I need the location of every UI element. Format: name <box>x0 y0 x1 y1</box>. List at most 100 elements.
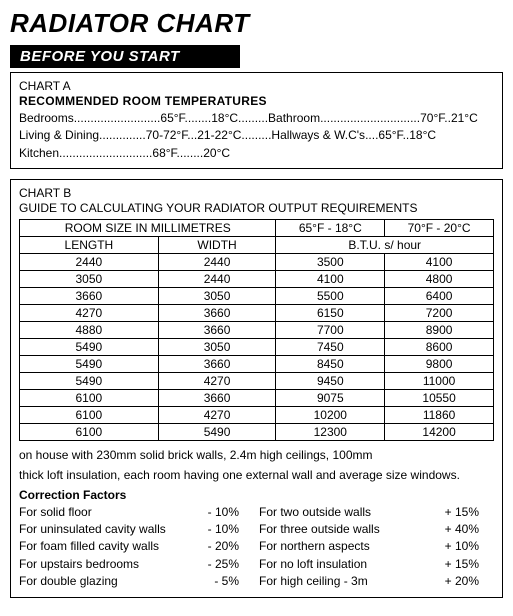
table-cell: 6150 <box>276 305 385 322</box>
table-cell: 5500 <box>276 288 385 305</box>
table-cell: 5490 <box>20 356 159 373</box>
table-cell: 12300 <box>276 424 385 441</box>
cf-spacer <box>239 538 259 555</box>
cf-value: - 5% <box>189 573 239 590</box>
cf-value: - 10% <box>189 504 239 521</box>
cf-label: For uninsulated cavity walls <box>19 521 189 538</box>
chart-a-box: CHART A RECOMMENDED ROOM TEMPERATURES Be… <box>10 72 503 169</box>
table-row: 3050244041004800 <box>20 271 494 288</box>
cf-label: For upstairs bedrooms <box>19 556 189 573</box>
note-line-2: thick loft insulation, each room having … <box>19 467 494 483</box>
table-cell: 4100 <box>385 254 494 271</box>
table-row: 4880366077008900 <box>20 322 494 339</box>
table-cell: 3660 <box>158 322 276 339</box>
th-temp1: 65°F - 18°C <box>276 220 385 237</box>
cf-label: For two outside walls <box>259 504 429 521</box>
table-cell: 5490 <box>20 339 159 356</box>
th-width: WIDTH <box>158 237 276 254</box>
cf-label: For no loft insulation <box>259 556 429 573</box>
cf-label: For solid floor <box>19 504 189 521</box>
cf-spacer <box>239 521 259 538</box>
table-cell: 4270 <box>158 373 276 390</box>
table-row: 5490366084509800 <box>20 356 494 373</box>
table-cell: 3500 <box>276 254 385 271</box>
table-cell: 9075 <box>276 390 385 407</box>
table-cell: 7700 <box>276 322 385 339</box>
table-row: 5490305074508600 <box>20 339 494 356</box>
table-row: 3660305055006400 <box>20 288 494 305</box>
table-cell: 2440 <box>158 254 276 271</box>
cf-value: - 20% <box>189 538 239 555</box>
cf-spacer <box>239 504 259 521</box>
cf-value: + 20% <box>429 573 479 590</box>
th-room-size: ROOM SIZE IN MILLIMETRES <box>20 220 276 237</box>
table-cell: 9800 <box>385 356 494 373</box>
temp-line: Living & Dining..............70-72°F...2… <box>19 127 494 144</box>
cf-spacer <box>239 556 259 573</box>
table-cell: 2440 <box>158 271 276 288</box>
temp-line: Kitchen............................68°F.… <box>19 145 494 162</box>
cf-value: + 10% <box>429 538 479 555</box>
table-cell: 3050 <box>158 339 276 356</box>
table-cell: 2440 <box>20 254 159 271</box>
table-cell: 3050 <box>158 288 276 305</box>
th-btu: B.T.U. s/ hour <box>276 237 494 254</box>
table-cell: 6400 <box>385 288 494 305</box>
table-cell: 3660 <box>158 356 276 373</box>
correction-factors-title: Correction Factors <box>19 488 494 502</box>
th-length: LENGTH <box>20 237 159 254</box>
chart-b-box: CHART B GUIDE TO CALCULATING YOUR RADIAT… <box>10 179 503 597</box>
table-cell: 5490 <box>158 424 276 441</box>
table-cell: 11860 <box>385 407 494 424</box>
table-cell: 8600 <box>385 339 494 356</box>
table-cell: 7450 <box>276 339 385 356</box>
table-cell: 4270 <box>158 407 276 424</box>
table-cell: 3660 <box>158 305 276 322</box>
table-cell: 4270 <box>20 305 159 322</box>
table-cell: 5490 <box>20 373 159 390</box>
table-cell: 8900 <box>385 322 494 339</box>
chart-b-subtitle: GUIDE TO CALCULATING YOUR RADIATOR OUTPU… <box>19 201 494 215</box>
table-cell: 8450 <box>276 356 385 373</box>
table-cell: 4100 <box>276 271 385 288</box>
table-cell: 7200 <box>385 305 494 322</box>
table-cell: 10550 <box>385 390 494 407</box>
table-cell: 6100 <box>20 390 159 407</box>
correction-factors-grid: For solid floor- 10% For two outside wall… <box>19 504 494 591</box>
table-cell: 6100 <box>20 424 159 441</box>
table-row: 610054901230014200 <box>20 424 494 441</box>
chart-a-subtitle: RECOMMENDED ROOM TEMPERATURES <box>19 94 494 108</box>
table-cell: 11000 <box>385 373 494 390</box>
cf-label: For double glazing <box>19 573 189 590</box>
cf-label: For northern aspects <box>259 538 429 555</box>
cf-value: + 15% <box>429 556 479 573</box>
table-cell: 6100 <box>20 407 159 424</box>
table-cell: 3050 <box>20 271 159 288</box>
section-header: BEFORE YOU START <box>10 45 240 68</box>
chart-b-label: CHART B <box>19 186 494 200</box>
cf-label: For high ceiling - 3m <box>259 573 429 590</box>
table-row: 61003660907510550 <box>20 390 494 407</box>
chart-a-label: CHART A <box>19 79 494 93</box>
cf-spacer <box>239 573 259 590</box>
page-title: RADIATOR CHART <box>10 8 503 39</box>
table-row: 610042701020011860 <box>20 407 494 424</box>
table-cell: 14200 <box>385 424 494 441</box>
table-row: 4270366061507200 <box>20 305 494 322</box>
chart-a-lines: Bedrooms..........................65°F..… <box>19 110 494 162</box>
table-cell: 10200 <box>276 407 385 424</box>
table-row: 2440244035004100 <box>20 254 494 271</box>
table-cell: 9450 <box>276 373 385 390</box>
table-cell: 3660 <box>158 390 276 407</box>
cf-value: + 40% <box>429 521 479 538</box>
table-cell: 4800 <box>385 271 494 288</box>
note-line-1: on house with 230mm solid brick walls, 2… <box>19 447 494 463</box>
cf-value: - 25% <box>189 556 239 573</box>
table-row: 54904270945011000 <box>20 373 494 390</box>
temp-line: Bedrooms..........................65°F..… <box>19 110 494 127</box>
table-cell: 4880 <box>20 322 159 339</box>
cf-value: + 15% <box>429 504 479 521</box>
btu-table: ROOM SIZE IN MILLIMETRES 65°F - 18°C 70°… <box>19 219 494 441</box>
cf-label: For three outside walls <box>259 521 429 538</box>
cf-value: - 10% <box>189 521 239 538</box>
